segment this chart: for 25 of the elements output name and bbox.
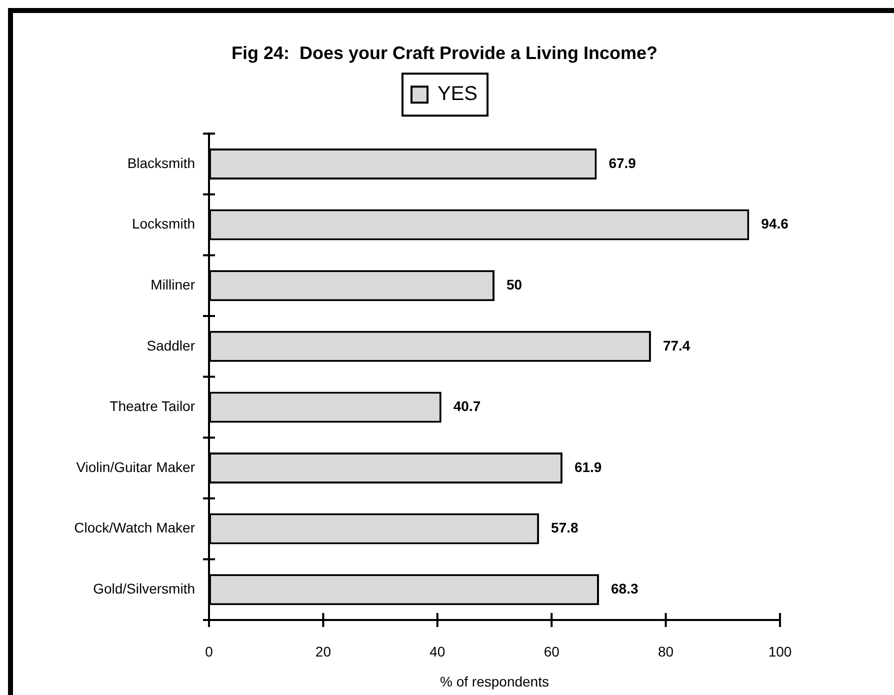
y-tick-label: Saddler xyxy=(146,337,196,354)
data-label: 67.9 xyxy=(608,154,636,171)
x-tick-label: 80 xyxy=(658,643,674,660)
y-tick-label: Blacksmith xyxy=(127,154,195,171)
data-label: 50 xyxy=(506,276,522,292)
y-tick-label: Milliner xyxy=(150,276,196,292)
y-tick-label: Gold/Silversmith xyxy=(93,580,195,596)
data-label: 40.7 xyxy=(453,398,481,414)
y-tick-label: Theatre Tailor xyxy=(110,398,196,414)
x-axis-title: % of respondents xyxy=(440,673,549,690)
data-label: 77.4 xyxy=(662,337,690,354)
data-label: 57.8 xyxy=(551,520,578,536)
y-tick-label: Violin/Guitar Maker xyxy=(76,458,196,475)
data-label: 61.9 xyxy=(574,458,602,475)
x-tick-label: 40 xyxy=(430,643,446,660)
chart-title: Fig 24: Does your Craft Provide a Living Income? xyxy=(231,42,658,63)
x-tick-label: 60 xyxy=(544,643,560,660)
y-tick-label: Clock/Watch Maker xyxy=(74,520,196,536)
legend-label: YES xyxy=(437,83,478,106)
x-tick-label: 20 xyxy=(315,643,332,660)
y-tick-label: Locksmith xyxy=(132,216,195,232)
data-label: 68.3 xyxy=(610,580,638,596)
x-tick-label: 0 xyxy=(205,643,214,660)
data-label: 94.6 xyxy=(761,216,789,232)
x-tick-label: 100 xyxy=(768,643,792,660)
